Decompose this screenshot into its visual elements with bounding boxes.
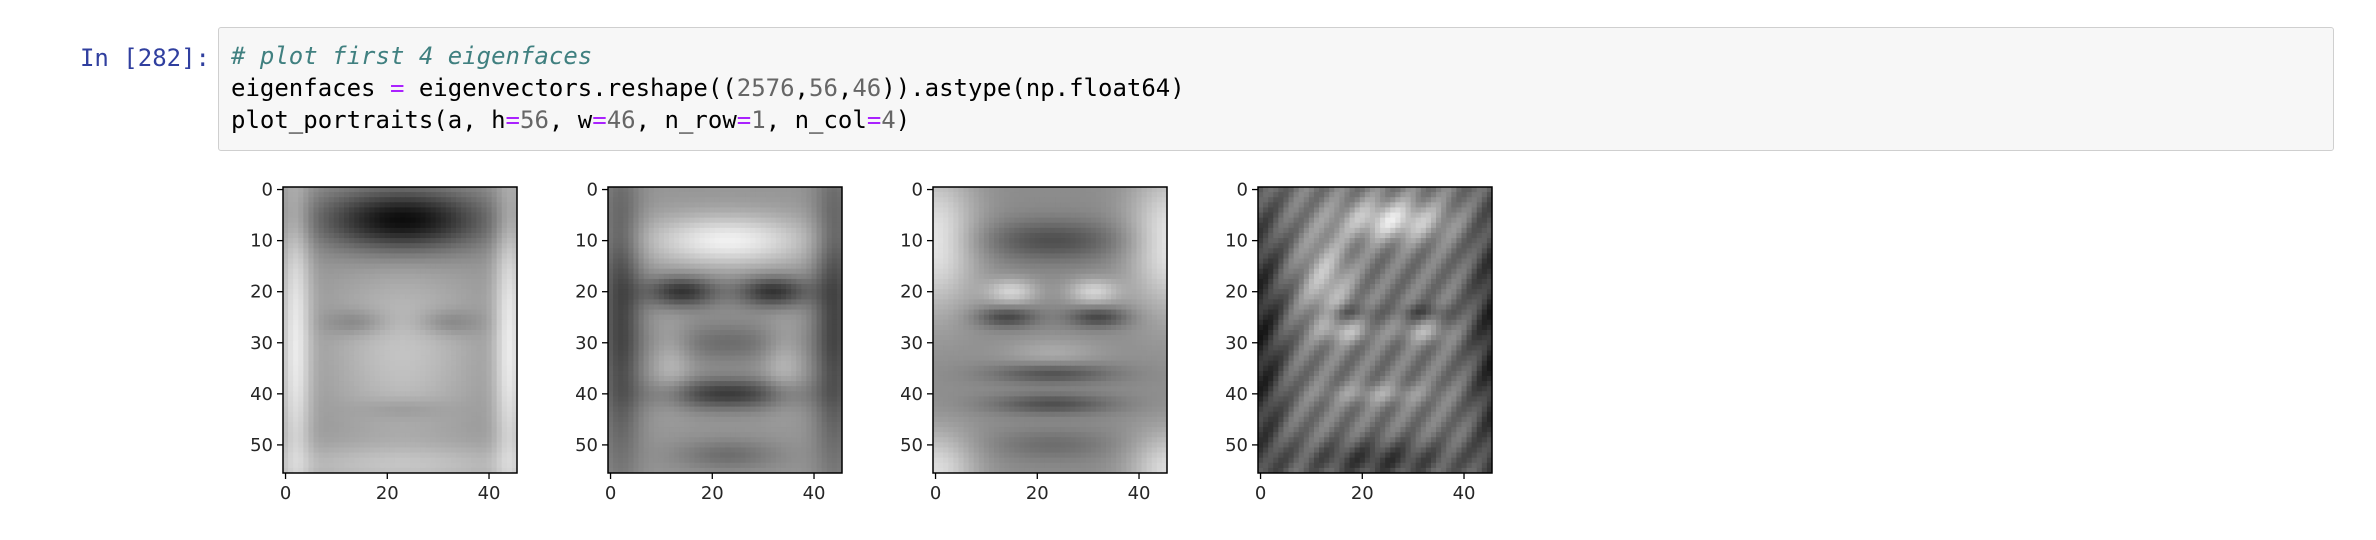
x-tick-label: 20 <box>701 483 724 504</box>
code-editor[interactable]: # plot first 4 eigenfaces eigenfaces = ei… <box>231 40 1185 136</box>
x-tick-label: 20 <box>376 483 399 504</box>
x-tick-label: 40 <box>803 483 826 504</box>
code-token: eigenfaces <box>231 74 390 102</box>
code-line: # plot first 4 eigenfaces <box>231 40 1185 72</box>
code-token: plot_portraits(a, h <box>231 106 506 134</box>
axes-frame <box>607 186 843 474</box>
eigenface-4-image <box>1258 187 1492 473</box>
y-tick-label: 50 <box>575 435 598 456</box>
code-token: = <box>736 106 752 134</box>
code-token: 56 <box>809 74 838 102</box>
y-tick-label: 10 <box>575 231 598 252</box>
eigenfaces-figure: 0 10 20 30 40 50 0 20 40 0 10 20 30 40 50 0 20 40 0 10 20 30 4… <box>250 180 1493 504</box>
eigenface-1-image <box>283 187 517 473</box>
y-tick-label: 40 <box>1225 384 1248 405</box>
x-tick-label: 0 <box>605 483 616 504</box>
y-tick-label: 0 <box>587 180 598 201</box>
x-tick-label: 0 <box>930 483 941 504</box>
cell-prompt: In [282]: <box>79 44 210 72</box>
eigenface-3-axes: 0 10 20 30 40 50 0 20 40 <box>900 180 1168 504</box>
y-tick-label: 30 <box>900 333 923 354</box>
y-tick-label: 40 <box>250 384 273 405</box>
x-tick-label: 0 <box>1255 483 1266 504</box>
eigenface-3-image <box>933 187 1167 473</box>
eigenface-4-axes: 0 10 20 30 40 50 0 20 40 <box>1225 180 1493 504</box>
y-tick-label: 20 <box>575 282 598 303</box>
y-tick-label: 30 <box>575 333 598 354</box>
x-tick-label: 40 <box>478 483 501 504</box>
code-token: 46 <box>606 106 636 134</box>
code-token: , n_row <box>635 106 737 134</box>
y-tick-label: 30 <box>1225 333 1248 354</box>
y-tick-label: 10 <box>250 231 273 252</box>
code-token: 2576 <box>736 74 795 102</box>
y-tick-label: 50 <box>900 435 923 456</box>
y-tick-label: 40 <box>575 384 598 405</box>
y-tick-label: 40 <box>900 384 923 405</box>
x-tick-label: 20 <box>1026 483 1049 504</box>
code-token: , n_col <box>765 106 867 134</box>
eigenface-2-image <box>608 187 842 473</box>
code-token: = <box>592 106 607 134</box>
y-tick-label: 10 <box>1225 231 1248 252</box>
code-token: eigenvectors.reshape(( <box>404 74 737 102</box>
code-token: = <box>505 106 520 134</box>
eigenface-1-axes: 0 10 20 30 40 50 0 20 40 <box>250 180 518 504</box>
code-token: , <box>837 74 853 102</box>
y-tick-label: 0 <box>262 180 273 201</box>
axes-frame <box>932 186 1168 474</box>
code-line: eigenfaces = eigenvectors.reshape((2576,… <box>231 72 1185 104</box>
eigenface-2-axes: 0 10 20 30 40 50 0 20 40 <box>575 180 843 504</box>
code-cell-input[interactable]: # plot first 4 eigenfaces eigenfaces = ei… <box>218 27 2334 151</box>
x-tick-label: 0 <box>280 483 291 504</box>
y-tick-label: 50 <box>250 435 273 456</box>
axes-frame <box>1257 186 1493 474</box>
x-tick-label: 20 <box>1351 483 1374 504</box>
x-tick-label: 40 <box>1128 483 1151 504</box>
y-tick-label: 0 <box>912 180 923 201</box>
cell-output: 0 10 20 30 40 50 0 20 40 0 10 20 30 40 50 0 20 40 0 10 20 30 4… <box>218 170 1518 520</box>
axes-frame <box>282 186 518 474</box>
code-token: 4 <box>881 106 896 134</box>
code-token: , w <box>548 106 593 134</box>
code-token: ) <box>895 106 911 134</box>
y-tick-label: 0 <box>1237 180 1248 201</box>
code-token: = <box>389 74 405 102</box>
code-token: 1 <box>751 106 766 134</box>
code-token: = <box>866 106 882 134</box>
y-tick-label: 20 <box>250 282 273 303</box>
code-token: , <box>794 74 809 102</box>
y-tick-label: 20 <box>1225 282 1248 303</box>
code-token: # plot first 4 eigenfaces <box>231 42 593 70</box>
y-tick-label: 20 <box>900 282 923 303</box>
code-line: plot_portraits(a, h=56, w=46, n_row=1, n… <box>231 104 1185 136</box>
code-token: 46 <box>852 74 882 102</box>
x-tick-label: 40 <box>1453 483 1476 504</box>
y-tick-label: 30 <box>250 333 273 354</box>
code-token: )).astype(np.float64) <box>881 74 1185 102</box>
y-tick-label: 10 <box>900 231 923 252</box>
y-tick-label: 50 <box>1225 435 1248 456</box>
code-token: 56 <box>520 106 549 134</box>
